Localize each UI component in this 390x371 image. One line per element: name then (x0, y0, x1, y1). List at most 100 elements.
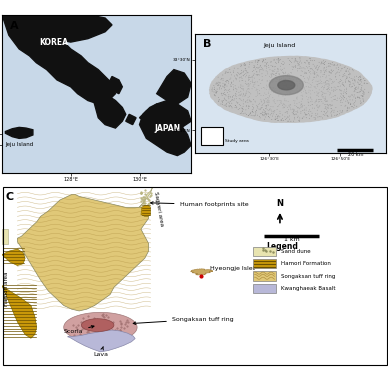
Point (342, 103, 348, 109)
Point (324, 78, 330, 83)
Point (285, 56, 291, 62)
Point (236, 70, 242, 76)
Point (262, 103, 268, 109)
Point (266, 99, 272, 105)
Point (319, 59, 325, 65)
Point (325, 88, 331, 94)
Point (295, 59, 301, 65)
Point (282, 114, 288, 120)
Point (278, 60, 285, 66)
Point (337, 83, 344, 89)
Point (342, 70, 348, 76)
Point (246, 74, 252, 80)
Point (264, 62, 270, 68)
Point (314, 64, 320, 70)
Point (342, 64, 348, 70)
Point (342, 77, 349, 83)
Point (227, 93, 233, 99)
Text: Jeju Island: Jeju Island (5, 142, 33, 147)
Point (308, 66, 314, 72)
Point (276, 70, 282, 76)
Point (293, 58, 300, 64)
Point (328, 112, 335, 118)
Point (298, 109, 304, 115)
Point (268, 111, 275, 116)
Point (257, 63, 263, 69)
Point (295, 76, 301, 82)
Point (351, 100, 358, 106)
Point (343, 76, 349, 82)
Point (282, 96, 288, 102)
Point (255, 72, 262, 78)
Point (308, 58, 314, 63)
Point (343, 91, 349, 96)
Point (326, 102, 333, 108)
Text: Study area: Study area (225, 139, 248, 143)
Point (227, 76, 233, 82)
Point (209, 85, 215, 91)
Point (324, 81, 330, 87)
Point (300, 92, 306, 98)
Point (311, 72, 317, 78)
Point (345, 105, 351, 111)
Point (250, 113, 256, 119)
Point (282, 109, 288, 115)
Point (313, 78, 319, 84)
Polygon shape (67, 330, 135, 352)
Point (229, 97, 236, 103)
Point (219, 93, 225, 99)
Text: Kwanghaeak Basalt: Kwanghaeak Basalt (281, 286, 335, 291)
Point (306, 116, 312, 122)
Point (249, 109, 255, 115)
Point (316, 73, 322, 79)
Point (238, 82, 244, 88)
Point (261, 112, 268, 118)
Point (344, 98, 351, 104)
Point (318, 70, 324, 76)
Point (247, 99, 253, 105)
Point (228, 72, 234, 78)
Point (306, 61, 312, 67)
Point (351, 77, 357, 83)
Point (305, 60, 312, 66)
Point (333, 87, 339, 93)
Point (321, 95, 327, 101)
Point (358, 85, 365, 91)
Point (293, 86, 300, 92)
Point (290, 76, 296, 82)
Point (330, 79, 336, 85)
Point (287, 58, 293, 64)
Point (238, 74, 245, 80)
Point (241, 91, 247, 97)
Point (303, 80, 309, 86)
Point (357, 78, 363, 84)
Point (338, 91, 344, 96)
Point (344, 105, 351, 111)
Point (305, 100, 312, 106)
Point (300, 88, 307, 94)
Point (248, 99, 255, 105)
Point (263, 68, 269, 74)
Text: Jeju Island: Jeju Island (264, 43, 296, 48)
Point (354, 95, 360, 101)
Point (240, 87, 246, 93)
Point (337, 98, 344, 104)
Point (291, 98, 297, 104)
Point (337, 76, 344, 82)
Point (312, 84, 318, 90)
Point (311, 105, 317, 111)
Point (299, 101, 305, 107)
Point (269, 63, 276, 69)
Text: Hamori area: Hamori area (4, 272, 9, 306)
Point (231, 96, 238, 102)
Point (255, 65, 262, 71)
Point (261, 58, 267, 63)
Point (250, 104, 256, 109)
Point (300, 73, 307, 79)
Point (328, 105, 335, 111)
Point (244, 81, 250, 87)
Point (305, 99, 311, 105)
Point (256, 77, 262, 83)
Point (255, 87, 261, 93)
Point (294, 66, 301, 72)
